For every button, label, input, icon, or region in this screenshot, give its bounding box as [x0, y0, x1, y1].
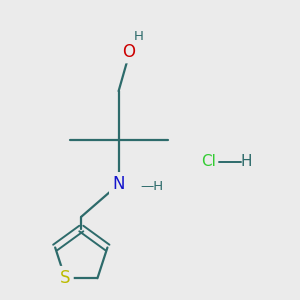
Text: H: H: [133, 30, 143, 43]
Text: Cl: Cl: [202, 154, 216, 169]
Text: N: N: [112, 176, 125, 194]
Text: O: O: [122, 43, 135, 61]
Text: H: H: [240, 154, 252, 169]
Text: —H: —H: [140, 180, 163, 193]
Text: S: S: [60, 269, 70, 287]
